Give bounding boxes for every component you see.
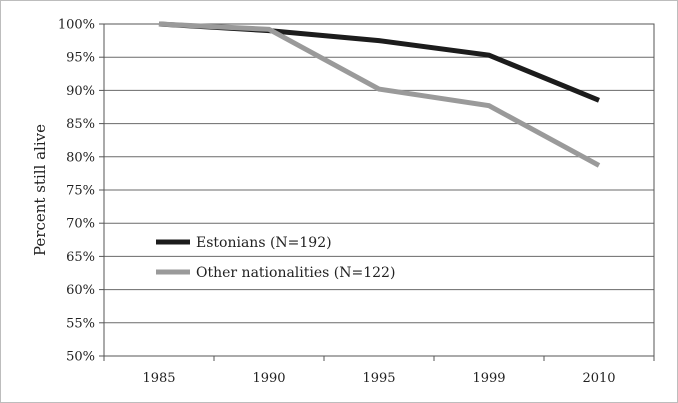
series-lines (158, 21, 601, 168)
y-axis-ticks: 50% 55% 60% 65% 70% 75% 80% 85% 90% 95% 100% (58, 18, 104, 365)
series-line-2 (158, 21, 601, 168)
y-tick-label: 55% (66, 316, 95, 331)
x-tick-label: 1995 (362, 371, 395, 386)
legend-label: Other nationalities (N=122) (196, 265, 395, 281)
y-tick-label: 90% (66, 84, 95, 99)
y-tick-label: 50% (66, 350, 95, 365)
x-axis-ticks: 1985 1990 1995 1999 2010 (103, 356, 655, 386)
y-tick-label: 70% (66, 217, 95, 232)
y-tick-label: 80% (66, 150, 95, 165)
y-tick-label: 100% (58, 18, 95, 33)
y-axis-label: Percent still alive (31, 124, 49, 256)
x-tick-label: 2010 (582, 371, 615, 386)
x-tick-label: 1999 (472, 371, 505, 386)
y-tick-label: 95% (66, 51, 95, 66)
gridlines (104, 23, 654, 357)
legend-label: Estonians (N=192) (196, 235, 332, 251)
x-tick-label: 1985 (142, 371, 175, 386)
y-tick-label: 65% (66, 250, 95, 265)
x-tick-label: 1990 (252, 371, 285, 386)
y-tick-label: 60% (66, 283, 95, 298)
y-tick-label: 75% (66, 184, 95, 199)
legend: Estonians (N=192) Other nationalities (N=… (156, 235, 395, 281)
y-tick-label: 85% (66, 117, 95, 132)
